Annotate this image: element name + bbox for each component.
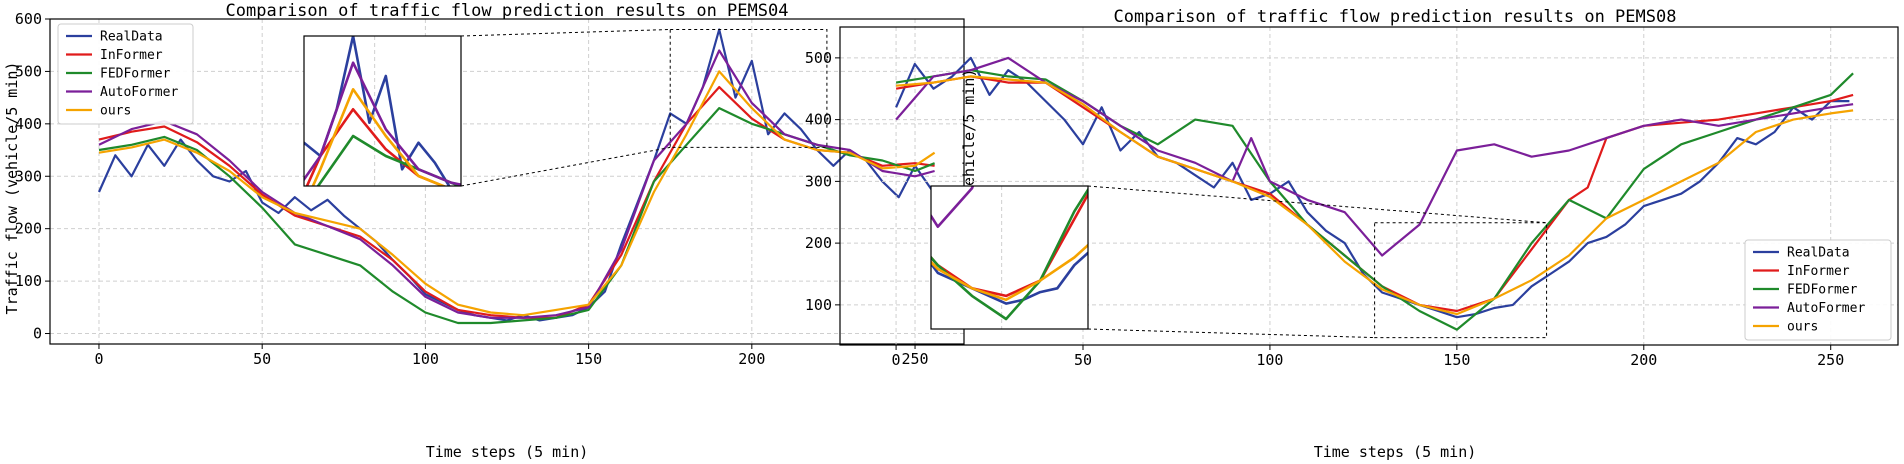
zoom-connector — [460, 28, 671, 37]
zoom-source-box — [669, 28, 828, 148]
y-tick-label: 400 — [805, 111, 832, 129]
inset-series-line-fedformer — [931, 187, 1088, 321]
inset-series-line-fedformer — [316, 134, 461, 186]
legend-label-ours: ours — [100, 104, 131, 119]
y-axis-label: Traffic flow (vehicle/5 min) — [3, 62, 21, 315]
y-tick-label: 200 — [15, 220, 42, 238]
x-tick-label: 200 — [738, 350, 765, 368]
zoom-inset-frame — [303, 35, 462, 187]
x-tick-label: 100 — [412, 350, 439, 368]
x-tick-label: 50 — [1074, 351, 1092, 369]
y-tick-label: 100 — [15, 272, 42, 290]
series-group — [895, 56, 1854, 331]
y-tick-label: 600 — [15, 10, 42, 28]
x-axis-label: Time steps (5 min) — [426, 443, 589, 461]
legend-label-realdata: RealData — [1787, 246, 1850, 261]
plot-frame — [839, 26, 1899, 346]
plot-frame — [49, 18, 965, 345]
chart-pems04: Comparison of traffic flow prediction re… — [3, 1, 965, 461]
chart-title: Comparison of traffic flow prediction re… — [1114, 7, 1677, 27]
inset-series-line-autoformer — [304, 61, 461, 186]
zoom-connector — [460, 146, 671, 187]
y-tick-label: 400 — [15, 115, 42, 133]
legend-label-autoformer: AutoFormer — [100, 85, 178, 100]
series-line-ours — [98, 70, 936, 317]
zoom-inset — [303, 35, 462, 187]
zoom-connector — [1087, 185, 1547, 224]
chart-title: Comparison of traffic flow prediction re… — [226, 1, 789, 21]
legend-label-ours: ours — [1787, 320, 1818, 335]
legend-box — [1744, 239, 1892, 341]
x-tick-label: 0 — [892, 351, 901, 369]
zoom-inset — [930, 185, 1089, 330]
inset-series-line-ours — [311, 88, 447, 186]
chart-pems08: Comparison of traffic flow prediction re… — [805, 7, 1899, 461]
x-tick-label: 150 — [575, 350, 602, 368]
series-line-ours — [896, 75, 1854, 316]
y-tick-label: 300 — [15, 167, 42, 185]
legend: RealData InFormer FEDFormer AutoFormer ours — [1744, 239, 1892, 341]
y-tick-label: 200 — [805, 234, 832, 252]
y-tick-label: 100 — [805, 296, 832, 314]
y-tick-label: 300 — [805, 172, 832, 190]
legend-box — [57, 23, 194, 125]
zoom-source-box — [1374, 222, 1548, 339]
series-group — [97, 28, 936, 325]
y-tick-label: 500 — [15, 62, 42, 80]
legend-label-autoformer: AutoFormer — [1787, 301, 1865, 316]
x-tick-label: 100 — [1256, 351, 1283, 369]
inset-series-group — [931, 186, 1088, 329]
inset-series-line-ours — [931, 243, 1088, 302]
x-tick-label: 250 — [901, 350, 928, 368]
x-axis-label: Time steps (5 min) — [1314, 443, 1477, 461]
inset-series-line-informer — [305, 108, 447, 186]
y-tick-label: 0 — [33, 325, 42, 343]
legend: RealData InFormer FEDFormer AutoFormer ours — [57, 23, 194, 125]
x-tick-label: 250 — [1817, 351, 1844, 369]
zoom-connector — [1087, 328, 1375, 339]
series-line-autoformer — [895, 56, 1854, 257]
legend-label-fedformer: FEDFormer — [1787, 283, 1858, 298]
zoom-inset-background — [931, 186, 1088, 329]
x-tick-label: 200 — [1630, 351, 1657, 369]
inset-series-line-realdata — [304, 36, 451, 186]
series-line-autoformer — [98, 49, 935, 319]
legend-label-realdata: RealData — [100, 30, 163, 45]
x-tick-label: 50 — [253, 350, 271, 368]
series-line-fedformer — [895, 69, 1854, 331]
legend-label-informer: InFormer — [100, 48, 163, 63]
legend-label-fedformer: FEDFormer — [100, 67, 171, 82]
series-line-informer — [895, 75, 1854, 313]
y-tick-label: 500 — [805, 49, 832, 67]
inset-series-group — [304, 36, 461, 186]
legend-label-informer: InFormer — [1787, 264, 1850, 279]
x-tick-label: 0 — [94, 350, 103, 368]
zoom-inset-frame — [930, 185, 1089, 330]
zoom-inset-background — [304, 36, 461, 186]
inset-series-line-informer — [931, 191, 1088, 298]
x-tick-label: 150 — [1443, 351, 1470, 369]
